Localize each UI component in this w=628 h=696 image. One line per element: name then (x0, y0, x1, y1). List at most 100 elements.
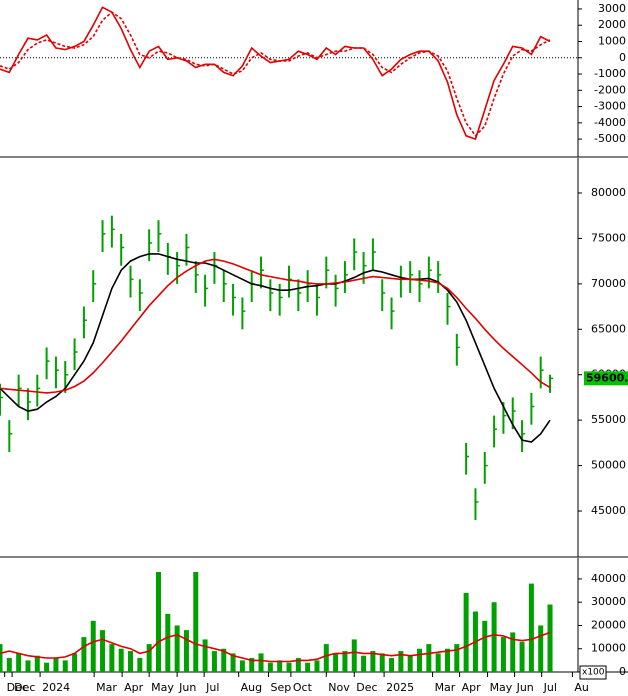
volume-bar (370, 651, 376, 672)
y-tick-label: 3000 (598, 2, 626, 15)
volume-bar (267, 662, 273, 672)
volume-bar (398, 651, 404, 672)
y-tick-label: 80000 (591, 186, 626, 199)
y-tick-label: 2000 (598, 18, 626, 31)
volume-bar (528, 583, 534, 672)
volume-bar (6, 658, 12, 672)
y-tick-label: 50000 (591, 459, 626, 472)
volume-bar (109, 644, 115, 672)
volume-bar (407, 655, 413, 672)
y-tick-label: -1000 (594, 67, 626, 80)
volume-bar (16, 653, 22, 672)
y-tick-label: 0 (619, 665, 626, 678)
volume-bar (482, 620, 488, 672)
x-tick-label: Nov (328, 681, 350, 694)
volume-bar (538, 625, 544, 672)
unit-label: x100 (582, 668, 605, 678)
volume-bar (295, 658, 301, 672)
volume-bar (0, 644, 3, 672)
y-tick-label: 65000 (591, 322, 626, 335)
volume-bar (193, 571, 199, 672)
volume-bar (221, 648, 227, 672)
x-tick-label: Apr (124, 681, 144, 694)
volume-bar (146, 644, 152, 672)
y-tick-label: -5000 (594, 132, 626, 145)
x-tick-label: Dec (7, 681, 28, 694)
volume-bar (379, 653, 385, 672)
volume-bar (463, 592, 469, 672)
x-tick-label: Sep (270, 681, 291, 694)
volume-bar (500, 637, 506, 672)
x-tick-label: Dec (356, 681, 377, 694)
y-tick-label: -3000 (594, 100, 626, 113)
y-tick-label: 10000 (591, 642, 626, 655)
volume-bar (230, 653, 236, 672)
x-tick-label: Mar (435, 681, 456, 694)
volume-bar (81, 637, 87, 672)
y-tick-label: 0 (619, 51, 626, 64)
y-tick-label: 70000 (591, 277, 626, 290)
line (0, 258, 551, 394)
volume-bar (239, 660, 245, 672)
volume-bar (510, 632, 516, 672)
volume-bar (389, 658, 395, 672)
x-tick-label: Mar (96, 681, 117, 694)
volume-bar (277, 660, 283, 672)
volume-bar (417, 648, 423, 672)
volume-bar (174, 625, 180, 672)
volume-bar (249, 658, 255, 672)
volume-bar (351, 639, 357, 672)
y-tick-label: 40000 (591, 572, 626, 585)
x-tick-label: May (151, 681, 174, 694)
volume-bar (286, 662, 292, 672)
x-tick-label: Aug (241, 681, 262, 694)
volume-bar (202, 639, 208, 672)
x-tick-label: Apr (462, 681, 482, 694)
volume-bar (426, 644, 432, 672)
x-tick-label: May (490, 681, 513, 694)
price-label: 59600.00 (586, 371, 628, 384)
unit-box (579, 665, 607, 680)
line (0, 253, 551, 443)
volume-bar (361, 655, 367, 672)
volume-bar (547, 604, 553, 672)
x-tick-label: Jun (178, 681, 196, 694)
volume-bar (155, 571, 161, 672)
volume-bar (305, 662, 311, 672)
x-tick-label: Oct (293, 681, 313, 694)
volume-bar (165, 613, 171, 672)
volume-bar (128, 651, 134, 672)
x-tick-label: Au (574, 681, 589, 694)
volume-bar (72, 653, 78, 672)
volume-bar (444, 648, 450, 672)
line (0, 11, 551, 138)
volume-bar (34, 655, 40, 672)
line (0, 631, 551, 663)
volume-bar (323, 644, 329, 672)
y-tick-label: 30000 (591, 595, 626, 608)
volume-bar (53, 658, 59, 672)
volume-bar (454, 644, 460, 672)
volume-bar (333, 653, 339, 672)
volume-bar (62, 660, 68, 672)
y-tick-label: 20000 (591, 618, 626, 631)
x-tick-label: 2025 (386, 681, 414, 694)
x-tick-label: Dec (14, 681, 35, 694)
price-label-box (584, 371, 628, 386)
y-tick-label: 1000 (598, 34, 626, 47)
volume-bar (519, 641, 525, 672)
x-tick-label: 2024 (42, 681, 70, 694)
volume-bar (211, 651, 217, 672)
volume-bar (90, 620, 96, 672)
volume-bar (342, 651, 348, 672)
line (0, 6, 551, 141)
y-tick-label: -2000 (594, 83, 626, 96)
volume-bar (491, 602, 497, 672)
volume-bar (183, 630, 189, 672)
x-tick-label: Jun (516, 681, 534, 694)
volume-bar (137, 658, 143, 672)
volume-bar (100, 630, 106, 672)
volume-bar (44, 662, 50, 672)
